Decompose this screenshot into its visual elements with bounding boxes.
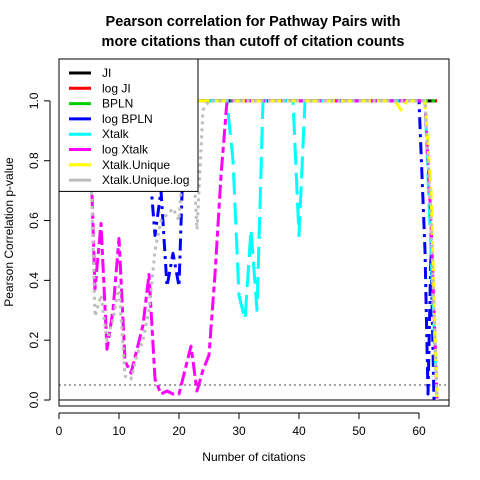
legend-label-xtalk-unique-log: Xtalk.Unique.log — [102, 173, 189, 187]
y-tick-label: 0.0 — [27, 391, 41, 408]
y-tick-label: 0.8 — [27, 152, 41, 169]
x-tick-label: 10 — [112, 424, 126, 438]
legend-label-bpln: BPLN — [102, 97, 133, 111]
legend-label-log-xtalk: log Xtalk — [102, 143, 149, 157]
x-tick-label: 30 — [232, 424, 246, 438]
x-axis: 0 10 20 30 40 50 60 — [56, 412, 426, 438]
y-tick-label: 0.6 — [27, 212, 41, 229]
legend-box — [58, 58, 199, 192]
legend-label-xtalk-unique: Xtalk.Unique — [102, 158, 170, 172]
y-axis: 0.0 0.2 0.4 0.6 0.8 1.0 — [27, 92, 51, 408]
chart-title-line-1: Pearson correlation for Pathway Pairs wi… — [106, 14, 401, 30]
chart-title-line-2: more citations than cutoff of citation c… — [102, 34, 405, 50]
y-tick-label: 1.0 — [27, 92, 41, 109]
reference-lines — [59, 384, 449, 401]
x-tick-label: 50 — [352, 424, 366, 438]
y-tick-label: 0.4 — [27, 272, 41, 289]
legend-label-ji: JI — [102, 66, 111, 80]
x-tick-label: 60 — [412, 424, 426, 438]
y-tick-label: 0.2 — [27, 332, 41, 349]
series-line-xtalk-unique-log — [87, 99, 439, 401]
legend-label-log-ji: log JI — [102, 81, 131, 95]
x-tick-label: 20 — [172, 424, 186, 438]
x-tick-label: 0 — [56, 424, 63, 438]
x-tick-label: 40 — [292, 424, 306, 438]
x-axis-label: Number of citations — [202, 450, 305, 464]
legend-label-xtalk: Xtalk — [102, 127, 130, 141]
plot-frame — [58, 58, 450, 407]
legend-label-log-bpln: log BPLN — [102, 112, 153, 126]
y-axis-label: Pearson Correlation p-value — [2, 157, 16, 307]
